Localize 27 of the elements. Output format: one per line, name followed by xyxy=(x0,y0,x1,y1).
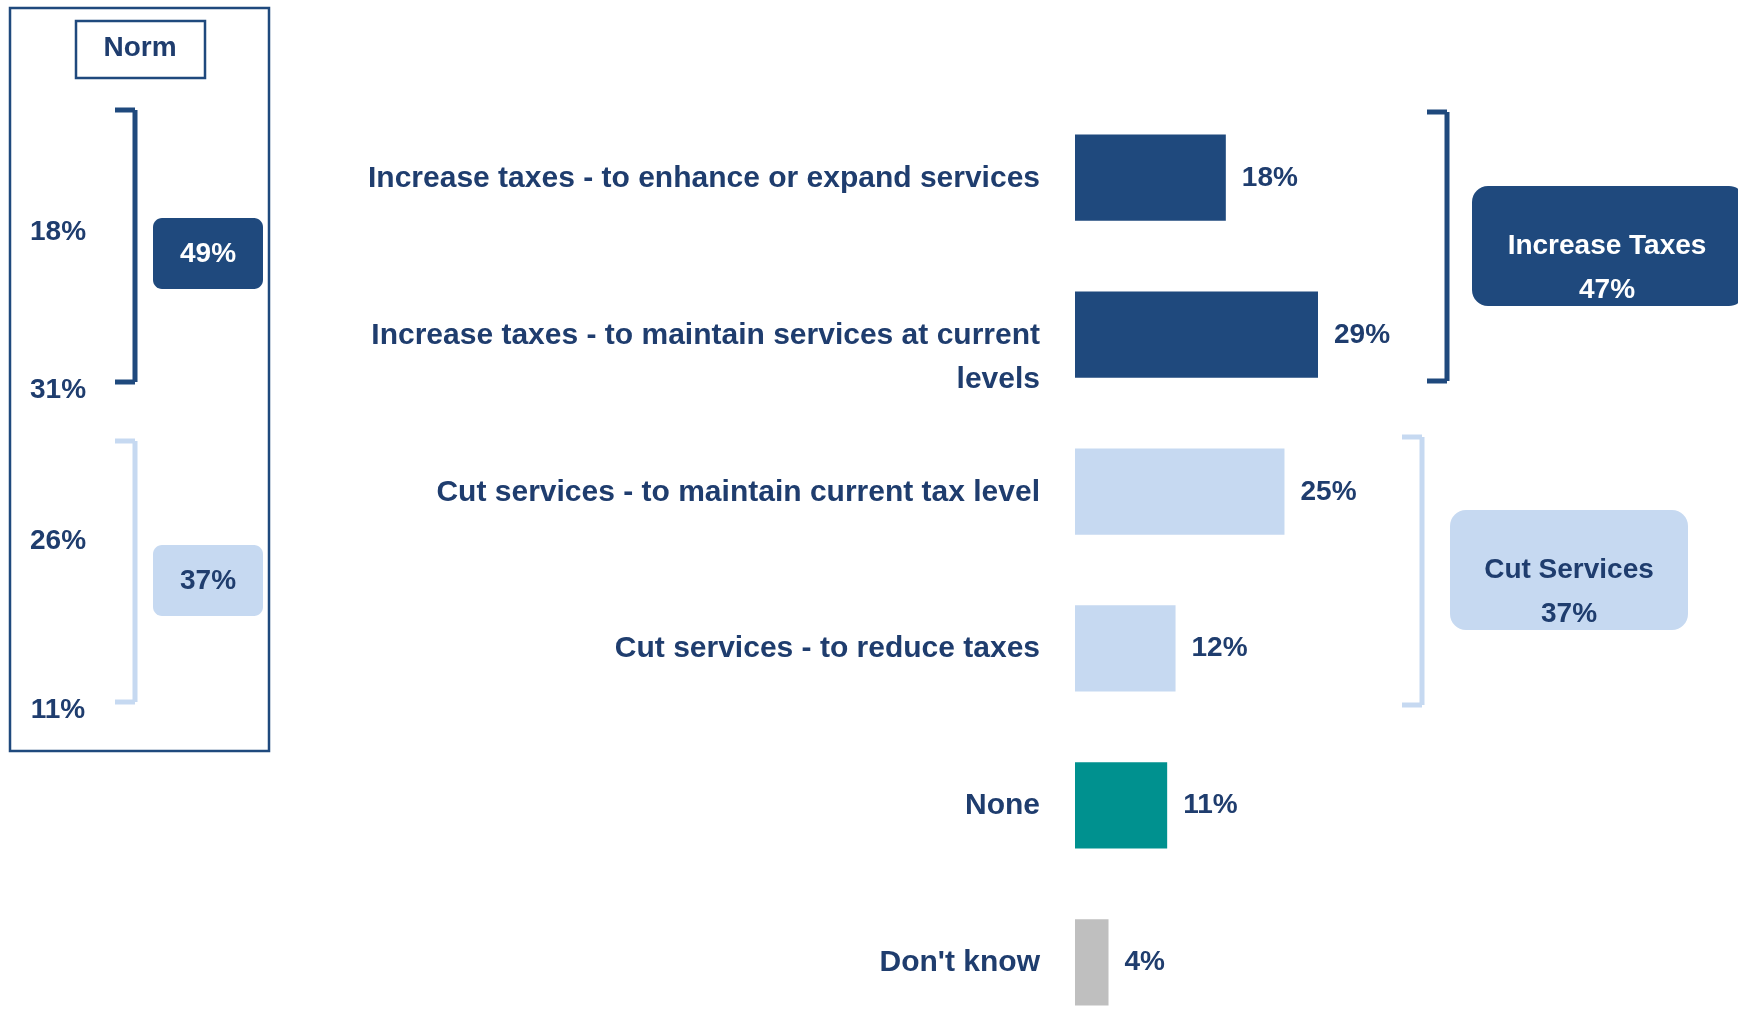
text: 31% xyxy=(29,373,87,404)
y-tick-label: Cut services - to maintain current tax level xyxy=(436,473,1040,507)
text: 37% xyxy=(179,564,237,595)
text: 49% xyxy=(179,237,237,268)
bar xyxy=(1075,919,1109,1006)
bar xyxy=(1075,291,1318,378)
y-tick-label: Increase taxes - to enhance or expand services xyxy=(368,159,1040,193)
text: Increase Taxes 47% xyxy=(1507,229,1707,304)
text: 11% xyxy=(30,693,86,724)
data-label: 29% xyxy=(1334,317,1391,349)
data-label: 25% xyxy=(1300,474,1357,506)
bar xyxy=(1075,762,1168,849)
data-label: 11% xyxy=(1183,788,1238,820)
data-label: 18% xyxy=(1241,160,1298,192)
text: 26% xyxy=(29,524,87,555)
data-label: 12% xyxy=(1191,631,1248,663)
text: 18% xyxy=(29,215,87,246)
bar xyxy=(1075,134,1226,221)
text: Cut Services 37% xyxy=(1484,553,1654,628)
text: Norm xyxy=(103,31,177,62)
data-label: 4% xyxy=(1124,945,1166,977)
y-tick-label: Increase taxes - to maintain services at current levels xyxy=(371,316,1040,394)
y-tick-label: None xyxy=(965,787,1040,821)
bar xyxy=(1075,605,1176,692)
y-tick-label: Cut services - to reduce taxes xyxy=(614,630,1040,664)
y-tick-label: Don't know xyxy=(879,944,1041,978)
bar xyxy=(1075,448,1285,535)
